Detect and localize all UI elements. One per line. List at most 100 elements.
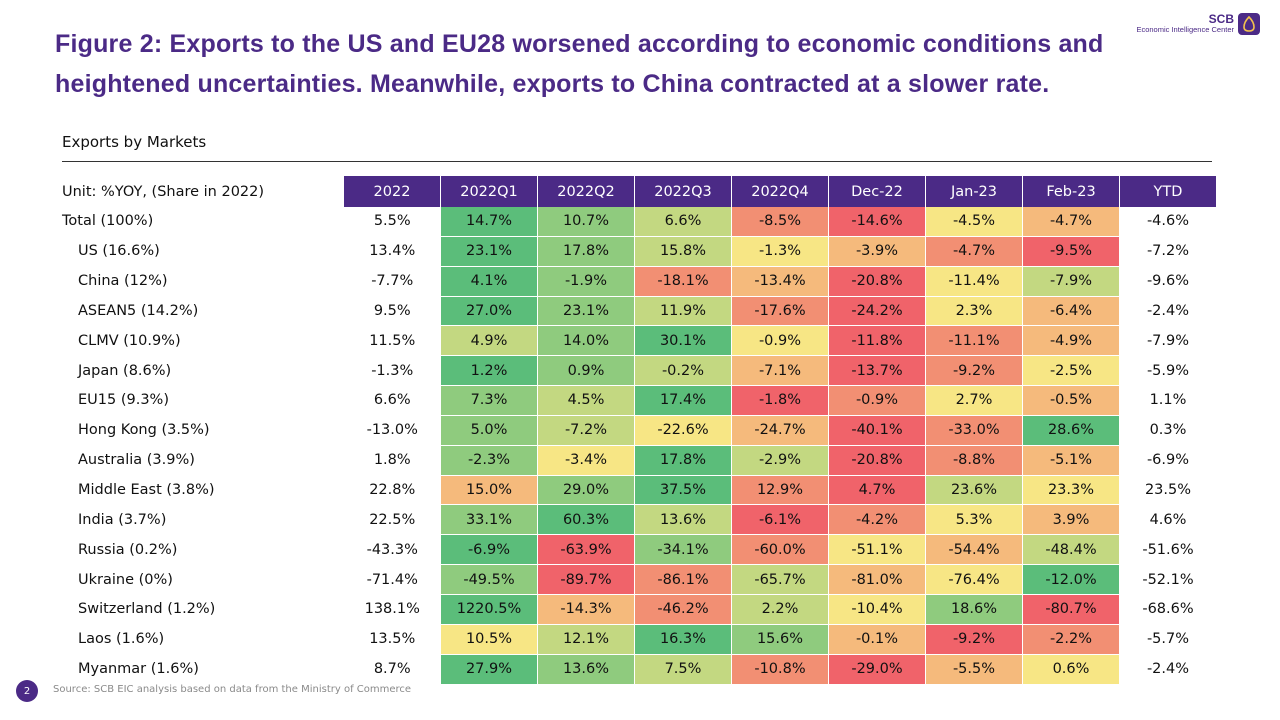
value-cell: 1.8%: [344, 445, 441, 476]
table-row: EU15 (9.3%) 6.6% 7.3% 4.5% 17.4% -1.8% -0.9% 2.…: [62, 385, 1217, 416]
value-cell: 17.8%: [634, 445, 732, 476]
value-cell: 2.3%: [925, 296, 1023, 327]
value-cell: -63.9%: [537, 534, 635, 566]
value-cell: -22.6%: [634, 415, 732, 446]
value-cell: 23.5%: [1119, 475, 1217, 506]
value-cell: 12.9%: [731, 475, 829, 506]
market-label: Total (100%): [62, 207, 345, 237]
value-cell: 5.0%: [440, 415, 538, 446]
value-cell: 37.5%: [634, 475, 732, 506]
value-cell: 0.3%: [1119, 415, 1217, 446]
market-label: Russia (0.2%): [62, 534, 345, 566]
column-header: 2022Q4: [731, 176, 829, 207]
value-cell: -11.4%: [925, 266, 1023, 297]
market-label: Hong Kong (3.5%): [62, 415, 345, 446]
value-cell: -7.9%: [1119, 325, 1217, 357]
table-row: Laos (1.6%) 13.5% 10.5% 12.1% 16.3% 15.6% -0.1…: [62, 624, 1217, 655]
value-cell: 7.3%: [440, 385, 538, 416]
column-header: YTD: [1119, 176, 1217, 207]
scb-logo: SCB Economic Intelligence Center: [1136, 10, 1260, 38]
value-cell: 7.5%: [634, 654, 732, 685]
value-cell: -20.8%: [828, 266, 926, 297]
value-cell: 22.5%: [344, 504, 441, 536]
value-cell: 4.9%: [440, 325, 538, 357]
value-cell: 14.0%: [537, 325, 635, 357]
value-cell: -81.0%: [828, 564, 926, 595]
title-divider: [62, 161, 1212, 162]
value-cell: -11.1%: [925, 325, 1023, 357]
exports-table: Unit: %YOY, (Share in 2022) 2022 2022Q1 20…: [62, 176, 1217, 685]
value-cell: 18.6%: [925, 594, 1023, 625]
value-cell: -4.9%: [1022, 325, 1120, 357]
value-cell: -7.9%: [1022, 266, 1120, 297]
value-cell: -6.9%: [440, 534, 538, 566]
market-label: China (12%): [62, 266, 345, 297]
market-label: EU15 (9.3%): [62, 385, 345, 416]
source-note: Source: SCB EIC analysis based on data f…: [53, 684, 412, 695]
page-number: 2: [16, 680, 38, 702]
market-label: Ukraine (0%): [62, 564, 345, 595]
value-cell: 13.5%: [344, 624, 441, 655]
value-cell: -18.1%: [634, 266, 732, 297]
value-cell: 6.6%: [344, 385, 441, 416]
value-cell: 9.5%: [344, 296, 441, 327]
value-cell: -0.9%: [828, 385, 926, 416]
value-cell: 5.3%: [925, 504, 1023, 536]
value-cell: 2.2%: [731, 594, 829, 625]
value-cell: -49.5%: [440, 564, 538, 595]
table-row: China (12%) -7.7% 4.1% -1.9% -18.1% -13.4% -20…: [62, 266, 1217, 297]
value-cell: -29.0%: [828, 654, 926, 685]
value-cell: -76.4%: [925, 564, 1023, 595]
value-cell: -4.7%: [925, 236, 1023, 267]
value-cell: -51.6%: [1119, 534, 1217, 566]
value-cell: -0.5%: [1022, 385, 1120, 416]
value-cell: -4.2%: [828, 504, 926, 536]
table-row: Ukraine (0%) -71.4% -49.5% -89.7% -86.1% -65.…: [62, 564, 1217, 595]
value-cell: -13.7%: [828, 355, 926, 387]
value-cell: -12.0%: [1022, 564, 1120, 595]
value-cell: 1.2%: [440, 355, 538, 387]
value-cell: -3.9%: [828, 236, 926, 267]
market-label: Switzerland (1.2%): [62, 594, 345, 625]
value-cell: 12.1%: [537, 624, 635, 655]
value-cell: -7.2%: [537, 415, 635, 446]
value-cell: -71.4%: [344, 564, 441, 595]
value-cell: -5.9%: [1119, 355, 1217, 387]
value-cell: -14.6%: [828, 207, 926, 237]
value-cell: -46.2%: [634, 594, 732, 625]
column-header: 2022Q2: [537, 176, 635, 207]
value-cell: 22.8%: [344, 475, 441, 506]
value-cell: -2.2%: [1022, 624, 1120, 655]
value-cell: -7.7%: [344, 266, 441, 297]
table-row: Hong Kong (3.5%) -13.0% 5.0% -7.2% -22.6% -24…: [62, 415, 1217, 446]
value-cell: -2.9%: [731, 445, 829, 476]
column-header: Jan-23: [925, 176, 1023, 207]
value-cell: 4.6%: [1119, 504, 1217, 536]
value-cell: 17.8%: [537, 236, 635, 267]
market-label: Myanmar (1.6%): [62, 654, 345, 685]
value-cell: 33.1%: [440, 504, 538, 536]
value-cell: 60.3%: [537, 504, 635, 536]
value-cell: 15.8%: [634, 236, 732, 267]
value-cell: 23.1%: [440, 236, 538, 267]
table-row: Myanmar (1.6%) 8.7% 27.9% 13.6% 7.5% -10.8% -2…: [62, 654, 1217, 685]
column-header: Dec-22: [828, 176, 926, 207]
table-row: Middle East (3.8%) 22.8% 15.0% 29.0% 37.5% 12…: [62, 475, 1217, 506]
value-cell: -2.5%: [1022, 355, 1120, 387]
value-cell: 27.9%: [440, 654, 538, 685]
unit-label: Unit: %YOY, (Share in 2022): [62, 176, 344, 207]
value-cell: 8.7%: [344, 654, 441, 685]
value-cell: -9.2%: [925, 624, 1023, 655]
value-cell: 138.1%: [344, 594, 441, 625]
value-cell: 4.7%: [828, 475, 926, 506]
value-cell: 11.9%: [634, 296, 732, 327]
value-cell: -86.1%: [634, 564, 732, 595]
table-row: Switzerland (1.2%) 138.1% 1220.5% -14.3% -46…: [62, 594, 1217, 625]
table-row: Total (100%) 5.5% 14.7% 10.7% 6.6% -8.5% -14.6…: [62, 207, 1217, 237]
value-cell: -54.4%: [925, 534, 1023, 566]
value-cell: -43.3%: [344, 534, 441, 566]
value-cell: -3.4%: [537, 445, 635, 476]
value-cell: -24.2%: [828, 296, 926, 327]
value-cell: 28.6%: [1022, 415, 1120, 446]
market-label: Japan (8.6%): [62, 355, 345, 387]
